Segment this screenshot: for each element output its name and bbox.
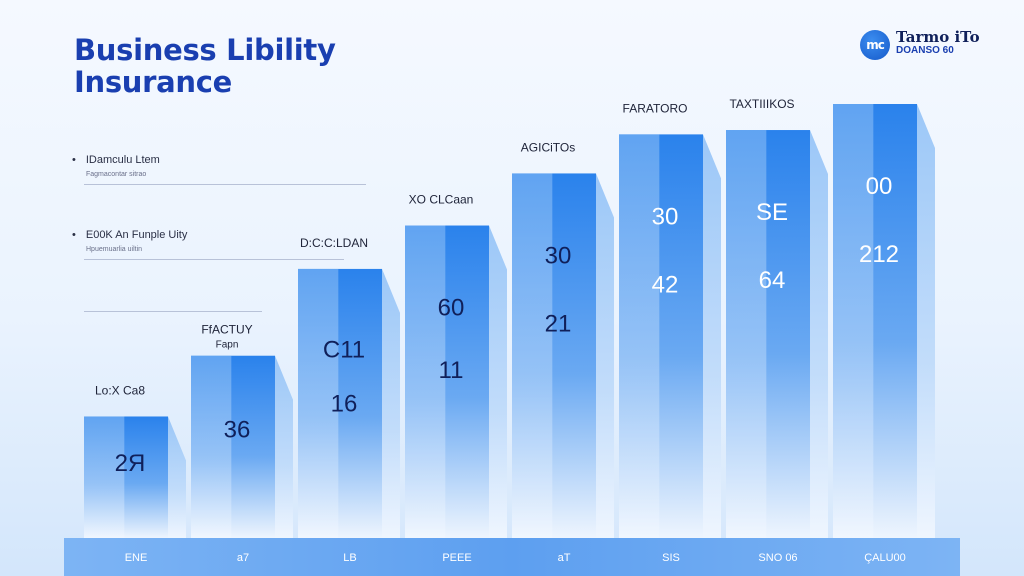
note-1-text: IDamculu Ltem bbox=[85, 154, 160, 166]
bar-5-highlight bbox=[512, 173, 553, 538]
bar-2-side bbox=[275, 355, 293, 538]
bar-2-top-label: FfACTUY bbox=[201, 323, 252, 337]
note-2-text: E00K An Funple Uity bbox=[85, 229, 188, 241]
bar-6-highlight bbox=[619, 134, 660, 538]
bar-7-side bbox=[810, 130, 828, 539]
bar-4-top-label: XO CLCaan bbox=[409, 193, 474, 207]
bar-2-top-sublabel: Fapn bbox=[216, 340, 239, 351]
bar-6-top-label: FARATORO bbox=[623, 101, 688, 115]
bar-7-highlight bbox=[726, 130, 767, 539]
bar-2-divider bbox=[84, 311, 262, 312]
bar-8-side bbox=[917, 104, 935, 538]
category-label-8: ÇALU00 bbox=[864, 552, 906, 564]
bar-3-value-label-1: C11 bbox=[323, 337, 365, 364]
note-1-sub: Fagmacontar sitrao bbox=[86, 171, 147, 178]
bar-7-value-label-1: SE bbox=[756, 199, 788, 226]
bar-4-highlight bbox=[405, 225, 446, 538]
logo-subtitle: DOANSO 60 bbox=[896, 45, 954, 56]
category-label-4: PEEE bbox=[442, 552, 471, 564]
chart-title: Business Libility Insurance bbox=[74, 34, 336, 98]
category-axis-band bbox=[64, 538, 960, 576]
bullet-icon: • bbox=[72, 229, 76, 241]
category-label-2: a7 bbox=[237, 552, 249, 564]
chart-title-line-1: Business Libility bbox=[74, 33, 336, 67]
bar-6-value-label-2: 42 bbox=[652, 271, 679, 298]
bar-8-highlight bbox=[833, 104, 874, 538]
bar-1-top-label: Lo:X Ca8 bbox=[95, 383, 145, 397]
bar-3-side bbox=[382, 268, 400, 538]
bar-4-side bbox=[489, 225, 507, 538]
bar-3-highlight bbox=[298, 268, 339, 538]
category-label-3: LB bbox=[343, 552, 356, 564]
bar-1-side bbox=[168, 416, 186, 538]
bar-7-value-label-2: 64 bbox=[759, 267, 786, 294]
bar-1-value-label-1: 2Я bbox=[115, 450, 146, 477]
category-label-6: SIS bbox=[662, 552, 680, 564]
bar-1-highlight bbox=[84, 416, 125, 538]
bullet-icon: • bbox=[72, 154, 76, 166]
logo-name: Tarmo iTo bbox=[896, 28, 980, 46]
bar-6-value-label-1: 30 bbox=[652, 203, 679, 230]
note-1-divider bbox=[84, 184, 366, 185]
bar-3-top-label: D:C:C:LDAN bbox=[300, 236, 368, 250]
category-label-7: SNO 06 bbox=[758, 552, 797, 564]
category-label-5: aT bbox=[558, 552, 571, 564]
chart-title-line-2: Insurance bbox=[74, 65, 233, 99]
bar-8-value-label-2: 212 bbox=[859, 241, 899, 268]
bar-4-value-label-2: 11 bbox=[439, 357, 464, 384]
bar-2-value-label-1: 36 bbox=[224, 417, 251, 444]
bar-7-top-label: TAXTIIIKOS bbox=[729, 97, 794, 111]
note-2: • E00K An Funple Uity bbox=[72, 229, 187, 241]
bar-5-value-label-1: 30 bbox=[545, 242, 572, 269]
category-label-1: ENE bbox=[125, 552, 148, 564]
bar-5-side bbox=[596, 173, 614, 538]
logo-mark-icon: mc bbox=[860, 30, 890, 60]
bar-5-value-label-2: 21 bbox=[545, 310, 572, 337]
bar-4-value-label-1: 60 bbox=[438, 295, 465, 322]
bar-8-value-label-1: 00 bbox=[866, 173, 893, 200]
note-2-sub: Hpuemuarlia uiltin bbox=[86, 246, 143, 253]
note-1: • IDamculu Ltem bbox=[72, 154, 160, 166]
bar-3-value-label-2: 16 bbox=[331, 391, 358, 418]
note-2-divider bbox=[84, 259, 344, 260]
bar-6-side bbox=[703, 134, 721, 538]
bar-5-top-label: AGICiTOs bbox=[521, 140, 575, 154]
bar-2-highlight bbox=[191, 355, 232, 538]
